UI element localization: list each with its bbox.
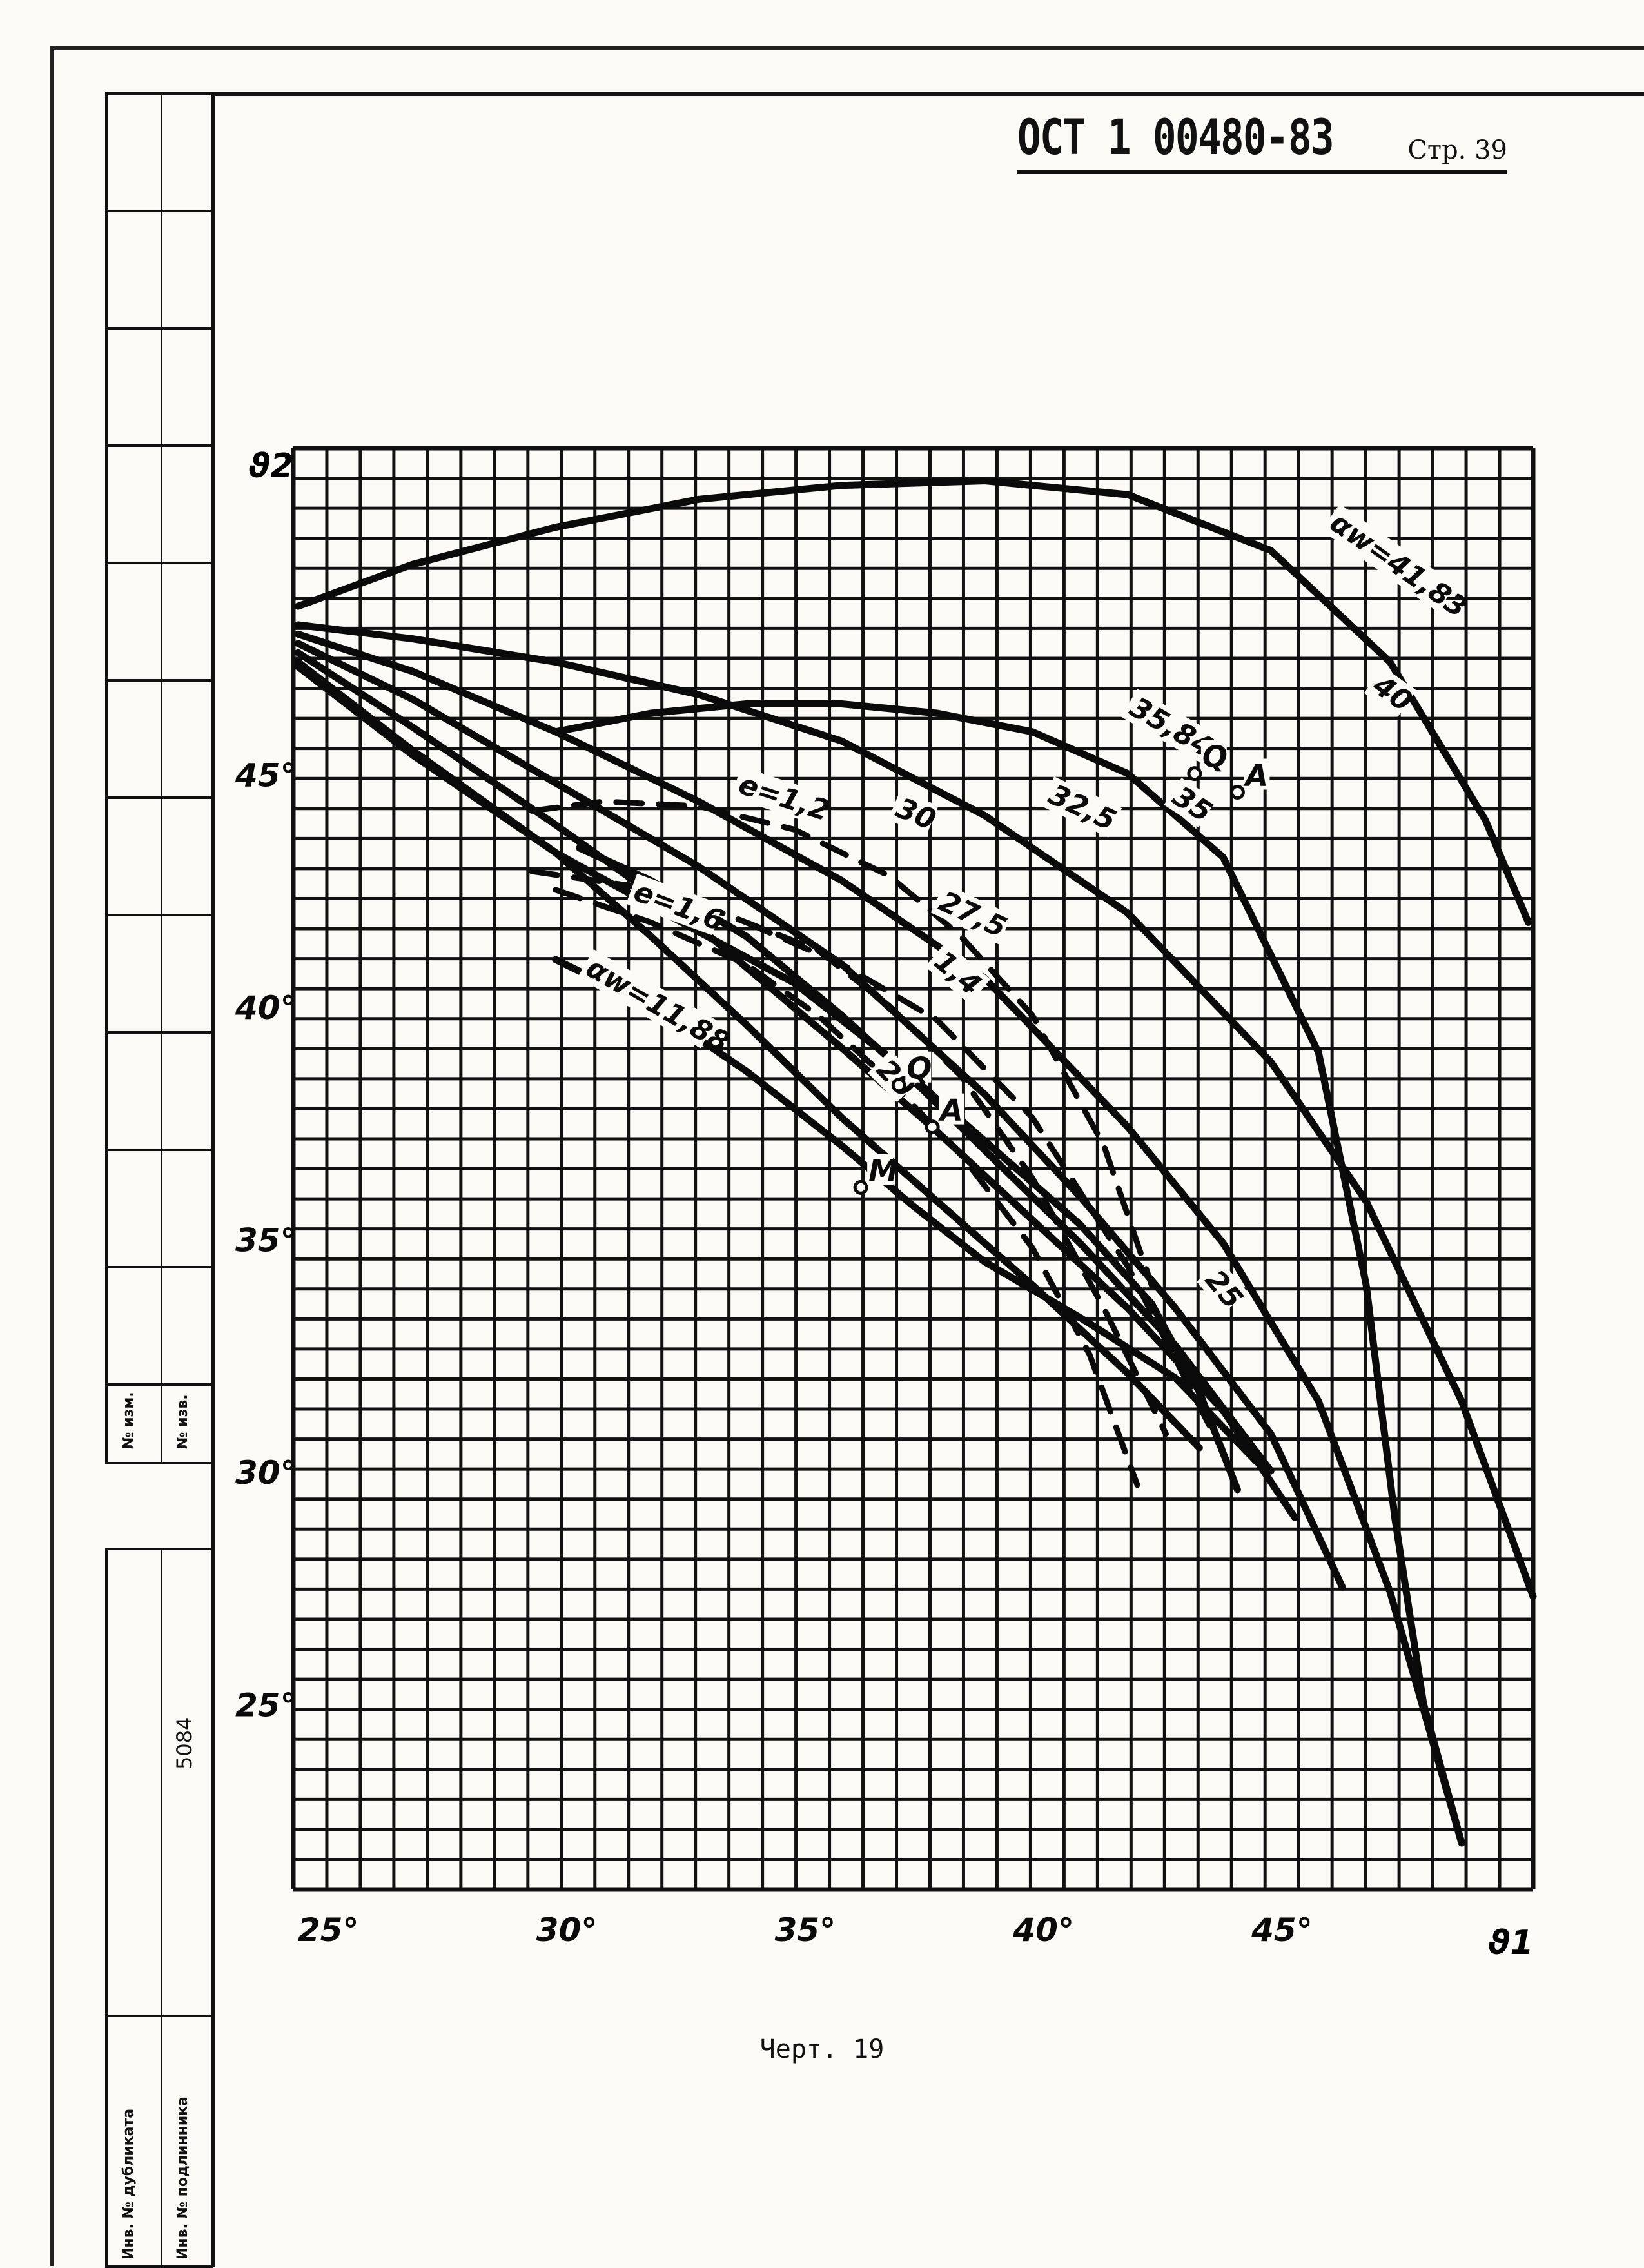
- curve-label-3: 35: [1167, 780, 1218, 829]
- series-line-1: [294, 621, 1537, 1601]
- y-tick-label-4: 45°: [235, 757, 297, 794]
- point-marker-2: [891, 1078, 906, 1093]
- chart-series: [294, 477, 1537, 1847]
- x-tick-label-1: 30°: [536, 1911, 598, 1949]
- figure-caption: Черт. 19: [759, 2035, 885, 2064]
- point-label-bg: [1200, 740, 1227, 771]
- point-label-1: A: [1243, 758, 1268, 793]
- point-label-bg: [867, 1154, 894, 1185]
- curve-label-bg: [577, 949, 717, 1049]
- y-tick-label-3: 40°: [235, 989, 297, 1027]
- x-tick-label-3: 40°: [1012, 1911, 1074, 1949]
- y-tick-label-2: 35°: [235, 1222, 297, 1259]
- chart-ticks: 25° 30° 35° 40° 45° 25° 30° 35° 40° 45°: [235, 757, 1313, 1949]
- x-tick-label-4: 45°: [1251, 1911, 1313, 1949]
- curve-label-bg: [1040, 776, 1122, 838]
- series-line-13: [743, 919, 1226, 1455]
- x-tick-label-2: 35°: [775, 1911, 836, 1949]
- point-marker-0: [1187, 766, 1202, 782]
- point-label-bg: [1244, 758, 1270, 790]
- point-marker-3: [925, 1119, 940, 1135]
- series-line-2: [552, 700, 1465, 1847]
- y-tick-label-0: 25°: [235, 1687, 297, 1724]
- y-axis-label: ϑ2: [248, 447, 294, 486]
- curve-label-bg: [626, 873, 723, 936]
- curve-label-bg: [1121, 689, 1217, 763]
- series-line-3: [294, 630, 1465, 1847]
- curve-label-bg: [1364, 666, 1416, 717]
- point-label-bg: [905, 1051, 932, 1083]
- curve-label-bg: [868, 1050, 920, 1103]
- page-number: Стр. 39: [1407, 135, 1507, 165]
- point-label-0: Q: [1202, 740, 1228, 774]
- curve-label-1: 40: [1366, 669, 1418, 718]
- point-marker-1: [1229, 785, 1245, 800]
- page-frame: [50, 46, 1644, 2266]
- curve-label-bg: [731, 766, 828, 826]
- curve-label-12: αw=11,88: [581, 951, 735, 1060]
- document-header: ОСТ 1 00480-83 Стр. 39: [1017, 108, 1507, 174]
- y-tick-label-1: 30°: [235, 1454, 297, 1492]
- standard-code: ОСТ 1 00480-83: [1017, 108, 1335, 166]
- curve-label-4: 32,5: [1044, 778, 1121, 838]
- point-label-3: A: [938, 1093, 963, 1128]
- point-label-4: M: [868, 1153, 898, 1188]
- series-line-10: [529, 798, 1155, 1288]
- curve-label-bg: [930, 883, 1013, 945]
- point-marker-4: [853, 1179, 868, 1195]
- series-line-0: [294, 477, 1532, 926]
- curve-label-bg: [1197, 1261, 1248, 1314]
- x-tick-label-0: 25°: [298, 1911, 359, 1949]
- curve-label-bg: [1164, 778, 1217, 827]
- series-line-4: [294, 640, 1346, 1591]
- curve-label-6: 27,5: [934, 885, 1012, 945]
- curve-label-bg: [925, 942, 991, 1004]
- curve-label-bg: [888, 790, 939, 836]
- curve-label-bg: [1321, 504, 1456, 612]
- revision-stub: № изм. № изв.: [105, 92, 213, 1464]
- point-label-2: Q: [906, 1051, 932, 1086]
- x-axis-label: ϑ1: [1488, 1924, 1534, 1962]
- point-label-bg: [939, 1093, 965, 1125]
